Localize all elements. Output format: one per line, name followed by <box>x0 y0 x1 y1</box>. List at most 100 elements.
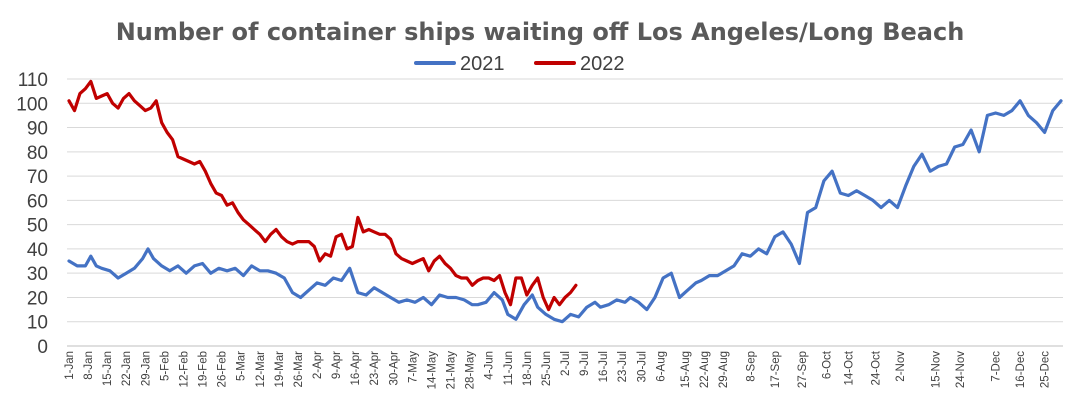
x-tick-label: 22-Aug <box>699 351 711 388</box>
data-point <box>160 121 163 124</box>
series-points-2022 <box>68 80 577 311</box>
data-point <box>117 277 119 279</box>
data-point <box>1043 131 1046 134</box>
data-point <box>1052 109 1054 112</box>
data-point <box>95 97 98 100</box>
data-point <box>381 291 384 294</box>
x-tick-label: 12-Mar <box>255 351 267 388</box>
data-point <box>378 233 381 236</box>
data-point <box>280 235 283 238</box>
data-point <box>937 165 940 168</box>
data-point <box>482 277 485 279</box>
data-point <box>790 243 792 245</box>
data-point <box>839 192 842 194</box>
x-tick-label: 14-Oct <box>843 350 855 385</box>
data-point <box>258 233 261 236</box>
data-point <box>109 269 111 272</box>
data-point <box>716 274 719 277</box>
data-point <box>430 303 433 306</box>
data-point <box>561 320 564 323</box>
x-tick-label: 12-Feb <box>178 351 190 387</box>
data-point <box>438 294 441 296</box>
data-point <box>953 146 956 148</box>
series-points-2021 <box>68 100 1062 323</box>
y-tick-label: 70 <box>27 167 48 188</box>
data-point <box>384 233 386 236</box>
x-tick-label: 17-Sep <box>770 351 782 388</box>
x-tick-label: 24-Oct <box>871 350 883 385</box>
data-point <box>373 231 376 233</box>
data-point <box>406 299 408 301</box>
data-point <box>523 303 525 306</box>
x-tick-label: 2-Jul <box>560 351 572 376</box>
data-point <box>234 267 237 270</box>
data-point <box>199 160 201 163</box>
data-point <box>324 284 326 287</box>
data-point <box>558 303 561 306</box>
data-point <box>400 257 403 260</box>
data-point <box>106 92 108 95</box>
data-point <box>100 267 103 270</box>
data-point <box>686 289 689 291</box>
data-point <box>133 100 136 102</box>
data-point <box>275 272 277 274</box>
data-point <box>880 206 882 209</box>
x-tick-label: 22-Jan <box>121 351 133 386</box>
y-tick-label: 10 <box>27 313 48 334</box>
data-point <box>171 138 174 141</box>
data-point <box>978 151 981 153</box>
data-point <box>782 231 784 233</box>
data-point <box>774 235 776 238</box>
data-point <box>823 180 825 182</box>
data-point <box>526 294 528 296</box>
x-tick-label: 25-Jun <box>541 351 553 386</box>
legend-label-2022: 2022 <box>580 53 625 75</box>
data-point <box>367 228 370 231</box>
data-point <box>624 301 626 304</box>
data-point <box>411 262 414 265</box>
data-point <box>515 318 517 321</box>
data-point <box>662 277 664 279</box>
data-point <box>237 211 239 214</box>
data-point <box>182 158 185 160</box>
data-point <box>493 291 495 294</box>
data-point <box>226 269 228 272</box>
y-tick-label: 80 <box>27 143 48 164</box>
y-tick-label: 60 <box>27 191 48 212</box>
data-point <box>921 153 923 156</box>
data-point <box>1011 109 1013 112</box>
data-point <box>637 301 640 304</box>
data-point <box>166 131 168 134</box>
data-point <box>193 163 196 165</box>
data-point <box>362 231 365 233</box>
data-point <box>73 109 76 112</box>
data-point <box>487 277 490 279</box>
x-tick-label: 7-May <box>407 351 419 383</box>
x-tick-label: 28-May <box>465 351 477 390</box>
data-point <box>283 277 286 279</box>
data-point <box>733 265 735 267</box>
data-point <box>536 277 539 279</box>
data-point <box>141 257 144 260</box>
y-tick-label: 40 <box>27 240 48 261</box>
data-point <box>1060 100 1062 102</box>
data-point <box>586 306 588 308</box>
data-point <box>520 277 523 279</box>
data-point <box>318 260 321 262</box>
data-point <box>169 269 171 272</box>
data-point <box>160 265 163 267</box>
data-point <box>417 260 419 262</box>
y-tick-label: 0 <box>37 337 48 358</box>
data-point <box>536 306 539 308</box>
data-point <box>76 265 78 267</box>
data-point <box>297 240 299 243</box>
data-point <box>545 313 547 316</box>
data-point <box>351 245 354 248</box>
data-point <box>678 296 681 299</box>
data-point <box>515 277 517 279</box>
data-point <box>267 269 269 272</box>
data-point <box>406 260 408 262</box>
data-point <box>220 194 223 197</box>
y-tick-label: 20 <box>27 288 48 309</box>
